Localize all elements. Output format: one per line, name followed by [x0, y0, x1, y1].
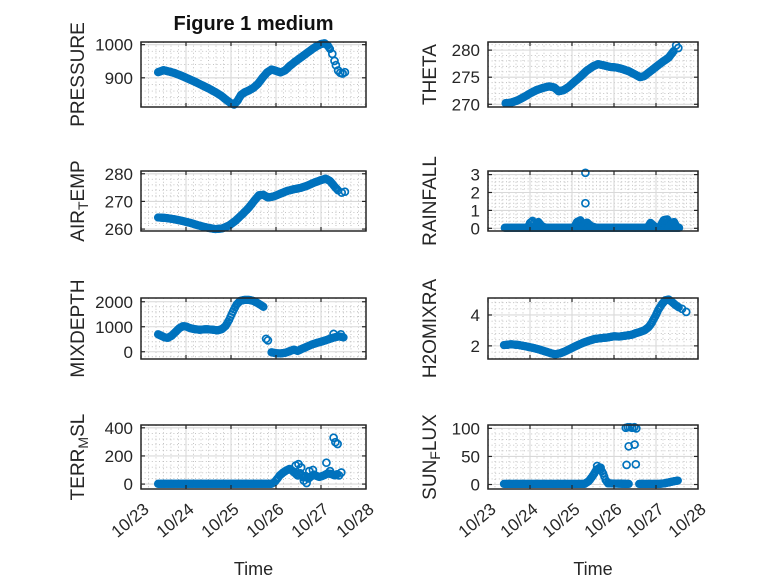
subplot-sun-flux: 0 50 100 SUNFLUX 10/2310/2410/2510/2610/2710…: [420, 414, 710, 579]
x-tick-label: 10/28: [665, 500, 710, 542]
tick-marks: [140, 425, 367, 489]
y-tick-label: 50: [461, 447, 480, 466]
y-tick-label: 900: [105, 69, 133, 88]
y-tick-label: 280: [105, 165, 133, 184]
subplot-air-temp: 260 270 280 AIRTEMP: [68, 160, 367, 242]
tick-marks: [487, 425, 699, 489]
data-points-terr-msl: [153, 433, 346, 488]
plot-area: [488, 298, 698, 359]
ylabel-h2omixra: H2OMIXRA: [420, 279, 441, 379]
y-tick-label: 2000: [95, 293, 133, 312]
major-grid: [488, 42, 698, 107]
tick-marks: [140, 298, 367, 359]
y-tick-label: 100: [452, 419, 480, 438]
x-tick-label: 10/23: [108, 500, 153, 542]
subplot-terr-msl: 0 200 400 TERRMSL 10/23 10/24 10/25 10/26 10/27 1…: [68, 414, 378, 579]
y-tick-label: 0: [124, 475, 133, 494]
ylabel-rainfall: RAINFALL: [420, 156, 441, 246]
y-tick-label: 1000: [95, 318, 133, 337]
y-tick-label: 1000: [95, 36, 133, 55]
subplot-pressure: 900 1000 PRESSURE: [68, 22, 367, 127]
x-axis-label: Time: [234, 559, 273, 579]
y-tick-label: 3: [471, 166, 480, 185]
axes-box: [140, 41, 367, 108]
subplot-theta: 270 275 280 THETA: [420, 40, 699, 114]
axes-box: [487, 297, 699, 360]
y-tick-label: 270: [105, 192, 133, 211]
tick-marks: [487, 298, 699, 359]
data-points-h2omixra: [499, 295, 691, 359]
ylabel-air-temp: AIRTEMP: [68, 160, 91, 241]
y-tick-label: 0: [471, 219, 480, 238]
ylabel-terr-msl: TERRMSL: [68, 414, 91, 501]
x-tick-label: 10/26: [243, 500, 288, 542]
x-tick-label: 10/25: [198, 500, 243, 542]
y-tick-label: 200: [105, 447, 133, 466]
y-tick-label: 275: [452, 68, 480, 87]
subplot-mixdepth: 0 1000 2000 MIXDEPTH: [68, 279, 367, 378]
subplot-h2omixra: 2 4 H2OMIXRA: [420, 279, 699, 379]
minor-grid: [141, 298, 366, 359]
x-axis-label: Time: [573, 559, 612, 579]
tick-marks: [140, 171, 367, 231]
y-tick-label: 400: [105, 419, 133, 438]
tick-marks: [487, 171, 699, 231]
y-tick-label: 2: [471, 337, 480, 356]
y-tick-label: 2: [471, 183, 480, 202]
y-tick-label: 4: [471, 306, 480, 325]
y-tick-label: 270: [452, 95, 480, 114]
axes-box: [140, 297, 367, 360]
major-grid: [141, 425, 366, 489]
data-points-pressure: [153, 39, 350, 109]
x-tick-label: 10/23: [455, 500, 500, 542]
tick-marks: [487, 42, 699, 107]
x-tick-label: 10/24: [153, 500, 198, 542]
x-tick-label: 10/27: [288, 500, 333, 542]
tick-marks: [140, 42, 367, 107]
x-tick-label: 10/27: [623, 500, 668, 542]
minor-grid: [141, 425, 366, 489]
axes-box: [487, 170, 699, 232]
figure-title: Figure 1 medium: [173, 13, 333, 35]
y-tick-label: 1: [471, 201, 480, 220]
x-tick-label: 10/24: [497, 500, 542, 542]
ylabel-sun-flux: SUNFLUX: [420, 414, 443, 500]
ylabel-pressure: PRESSURE: [68, 22, 89, 127]
axes-box: [140, 424, 367, 490]
y-tick-label: 280: [452, 41, 480, 60]
ylabel-theta: THETA: [420, 44, 441, 105]
y-tick-label: 0: [471, 476, 480, 495]
major-grid: [488, 171, 698, 231]
data-points-air-temp: [153, 174, 350, 234]
x-tick-label: 10/25: [539, 500, 584, 542]
y-tick-label: 0: [124, 343, 133, 362]
ylabel-mixdepth: MIXDEPTH: [68, 279, 89, 377]
x-tick-label: 10/28: [333, 500, 378, 542]
axes-box: [487, 41, 699, 108]
x-tick-label: 10/26: [581, 500, 626, 542]
data-points-sun-flux: [499, 422, 682, 489]
y-tick-label: 260: [105, 220, 133, 239]
